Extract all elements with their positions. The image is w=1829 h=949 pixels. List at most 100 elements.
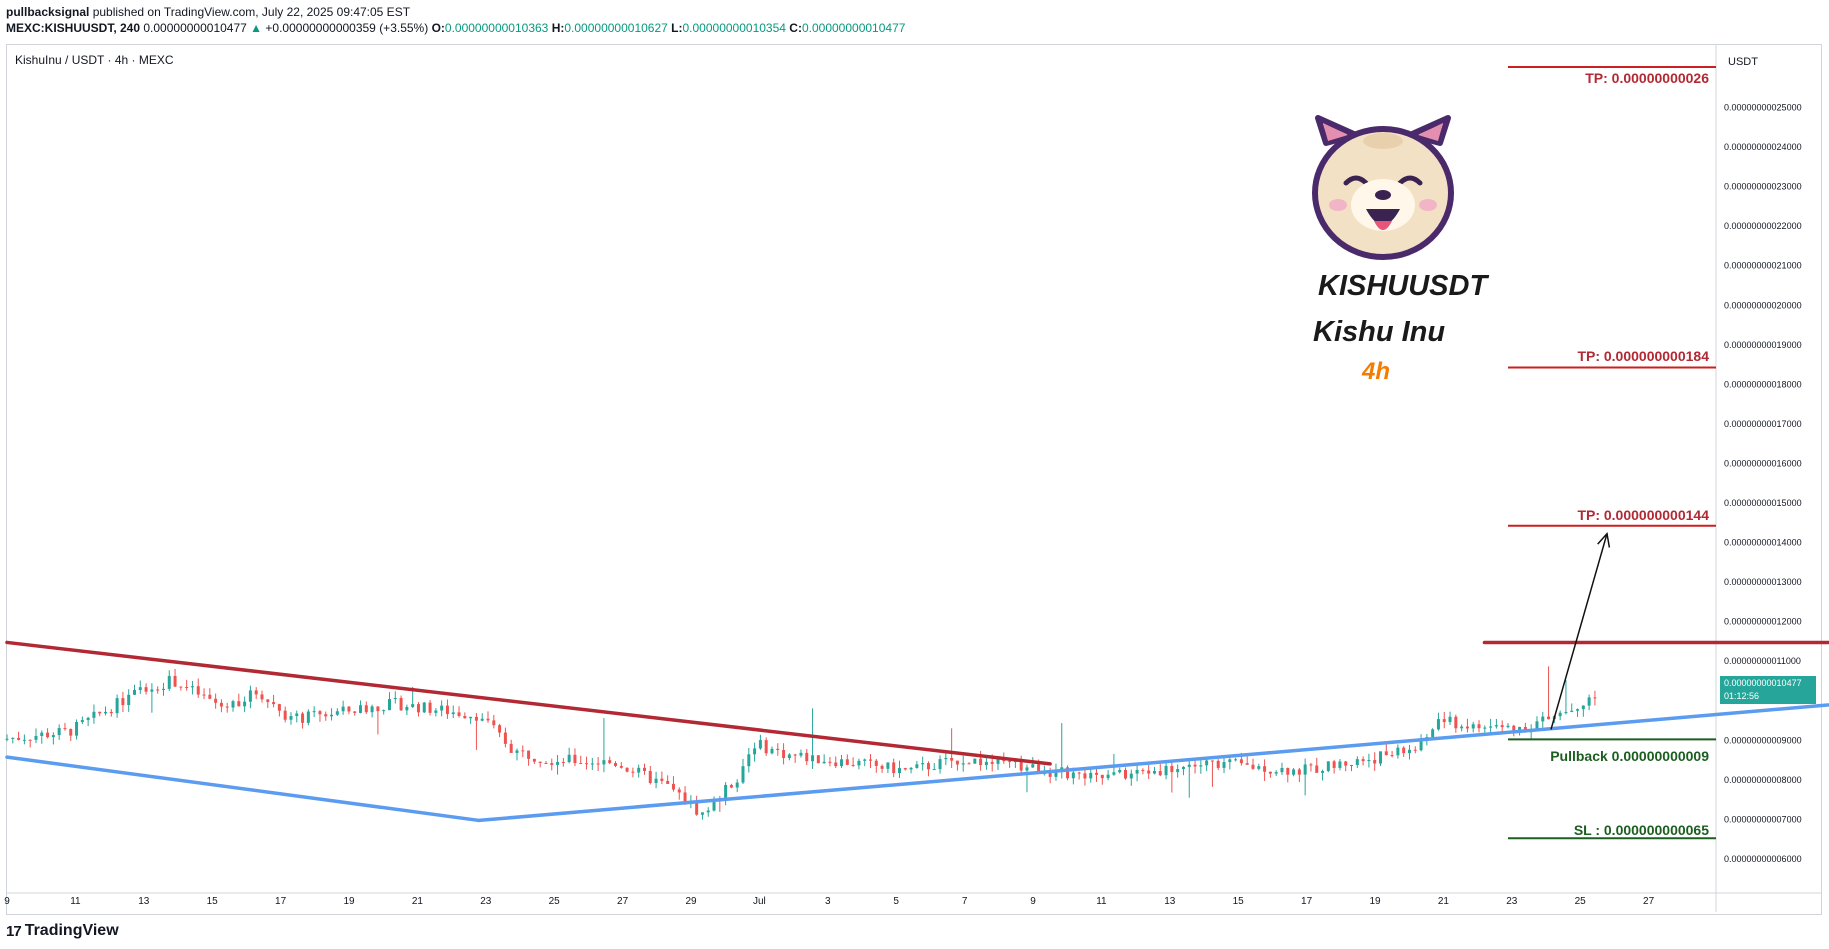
candle-body	[1222, 762, 1226, 768]
candle-body	[1008, 761, 1012, 763]
candle-body	[364, 705, 368, 713]
candle-body	[1535, 721, 1539, 730]
candle-body	[341, 706, 345, 712]
candle-body	[822, 761, 826, 764]
candle-body	[1471, 724, 1475, 729]
candle-body	[167, 675, 171, 689]
pullback-label: Pullback 0.00000000009	[1550, 748, 1709, 764]
candle-body	[926, 763, 930, 770]
close-value: 0.00000000010477	[801, 21, 906, 35]
candle-body	[828, 761, 832, 763]
candle-body	[776, 748, 780, 751]
candle-body	[712, 799, 716, 811]
candle-body	[1251, 764, 1255, 769]
candle-body	[1361, 759, 1365, 762]
x-tick-label: 17	[1301, 896, 1313, 907]
x-tick-label: 17	[275, 896, 287, 907]
candle-body	[1106, 774, 1110, 779]
candle-body	[1407, 749, 1411, 754]
candle-body	[544, 762, 548, 764]
candle-body	[631, 771, 635, 773]
x-tick-label: 9	[1030, 896, 1036, 907]
candle-body	[463, 715, 467, 719]
candle-body	[156, 689, 160, 691]
candle-body	[1326, 761, 1330, 771]
candle-body	[666, 780, 670, 784]
y-tick-label: 0.00000000014000	[1724, 538, 1802, 548]
candle-body	[677, 789, 681, 793]
candle-body	[1402, 747, 1406, 754]
x-tick-label: Jul	[753, 896, 766, 907]
candle-body	[973, 758, 977, 764]
y-tick-label: 0.00000000006000	[1724, 854, 1802, 864]
candle-body	[335, 711, 339, 715]
candle-body	[909, 767, 913, 770]
trendlines-layer	[5, 66, 1829, 840]
candle-body	[359, 705, 363, 713]
candle-body	[1581, 705, 1585, 710]
candle-body	[811, 755, 815, 762]
candle-body	[295, 713, 299, 717]
candle-body	[1454, 716, 1458, 729]
candle-body	[869, 759, 873, 761]
candle-body	[219, 702, 223, 707]
candle-body	[1031, 764, 1035, 768]
candle-body	[1100, 774, 1104, 779]
y-tick-label: 0.00000000025000	[1724, 103, 1802, 113]
candle-body	[1489, 726, 1493, 728]
candle-body	[764, 740, 768, 754]
candle-body	[1141, 769, 1145, 771]
candle-body	[805, 752, 809, 762]
candle-body	[1263, 766, 1267, 772]
candle-body	[1396, 747, 1400, 756]
candle-body	[614, 763, 618, 766]
y-tick-label: 0.00000000020000	[1724, 300, 1802, 310]
author-name[interactable]: pullbacksignal	[6, 5, 90, 19]
candle-body	[492, 720, 496, 726]
candle-body	[747, 754, 751, 767]
candle-body	[428, 702, 432, 713]
footer-brand[interactable]: 17 TradingView	[6, 922, 119, 940]
badge-countdown: 01:12:56	[1724, 691, 1760, 701]
candle-body	[984, 761, 988, 766]
candle-body	[1344, 761, 1348, 766]
x-tick-label: 7	[962, 896, 968, 907]
candle-body	[787, 754, 791, 759]
y-tick-label: 0.00000000007000	[1724, 814, 1802, 824]
candle-body	[1593, 697, 1597, 699]
candle-body	[1095, 772, 1099, 775]
y-tick-label: 0.00000000009000	[1724, 735, 1802, 745]
candle-body	[57, 728, 61, 736]
candle-body	[1187, 764, 1191, 767]
candle-body	[411, 704, 415, 707]
open-label: O:	[431, 21, 445, 35]
chart-frame[interactable]	[6, 44, 1822, 915]
candle-body	[596, 763, 600, 765]
x-tick-label: 27	[617, 896, 629, 907]
candle-body	[793, 754, 797, 756]
candle-body	[306, 711, 310, 723]
candle-body	[312, 711, 316, 713]
candle-body	[22, 739, 26, 741]
candle-body	[1564, 711, 1568, 713]
candle-body	[382, 710, 386, 712]
candle-body	[498, 725, 502, 733]
candle-body	[254, 690, 258, 695]
candle-body	[886, 762, 890, 769]
y-tick-label: 0.00000000013000	[1724, 577, 1802, 587]
y-tick-label: 0.00000000022000	[1724, 221, 1802, 231]
candle-body	[1384, 751, 1388, 756]
candle-body	[561, 761, 565, 763]
candle-body	[109, 711, 113, 714]
publish-info: pullbacksignal published on TradingView.…	[6, 5, 410, 19]
candle-body	[1089, 772, 1093, 779]
candle-body	[1135, 769, 1139, 774]
candle-body	[1210, 760, 1214, 762]
y-tick-label: 0.00000000011000	[1724, 656, 1801, 666]
candle-body	[1129, 773, 1133, 779]
last-price: 0.00000000010477	[143, 21, 247, 35]
candle-body	[1483, 727, 1487, 729]
candle-body	[503, 732, 507, 744]
candle-body	[590, 763, 594, 765]
